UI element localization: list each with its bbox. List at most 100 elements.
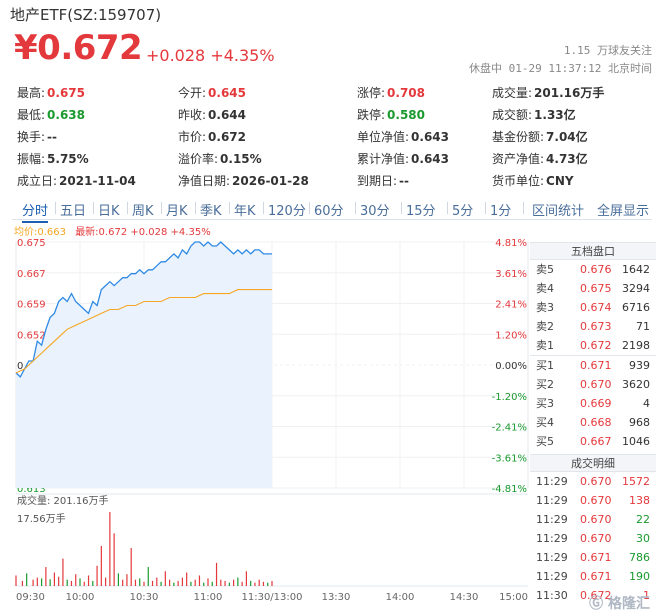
trade-row: 11:29 0.671 786 xyxy=(530,548,656,567)
volume-title: 成交量: 201.16万手 xyxy=(17,494,109,507)
avg-price-legend: 均价:0.663 xyxy=(14,227,66,238)
tab-separator xyxy=(195,202,196,214)
stat-label: 货币单位: xyxy=(492,174,545,188)
stat-label: 市价: xyxy=(178,130,207,144)
stat-label: 累计净值: xyxy=(357,152,410,166)
brand-name: 格隆汇 xyxy=(608,596,650,612)
stat-label: 跌停: xyxy=(357,108,386,122)
row-volume: 6716 xyxy=(622,301,650,314)
stat-label: 到期日: xyxy=(357,174,398,188)
stat-item: 累计净值: 0.643 xyxy=(357,150,449,167)
tab-4[interactable]: 月K xyxy=(166,204,188,219)
tab-separator xyxy=(93,202,94,214)
row-volume: 22 xyxy=(636,513,650,526)
stat-item: 换手: -- xyxy=(17,128,57,145)
row-volume: 1046 xyxy=(622,435,650,448)
change-percent: +4.35% xyxy=(210,46,275,65)
stat-label: 最低: xyxy=(17,108,46,122)
time-tick-label: 10:00 xyxy=(66,592,95,603)
trades-title: 成交明细 xyxy=(530,454,656,472)
ask-row: 卖4 0.675 3294 xyxy=(530,279,656,298)
stat-item: 今开: 0.645 xyxy=(178,84,246,101)
stat-item: 成交额: 1.33亿 xyxy=(492,106,576,123)
tab-0[interactable]: 分时 xyxy=(22,200,49,223)
bid-row: 买5 0.667 1046 xyxy=(530,432,656,451)
trade-row: 11:29 0.670 138 xyxy=(530,491,656,510)
tab-6[interactable]: 年K xyxy=(234,204,256,219)
percent-tick-label: -2.41% xyxy=(492,423,527,434)
time-tick-label: 14:30 xyxy=(450,592,479,603)
row-volume: 1 xyxy=(643,589,650,602)
tab-5[interactable]: 季K xyxy=(200,204,222,219)
row-volume: 3294 xyxy=(622,282,650,295)
tab-8[interactable]: 60分 xyxy=(314,204,344,219)
tab-11[interactable]: 5分 xyxy=(452,204,474,219)
bid-row: 买2 0.670 3620 xyxy=(530,375,656,394)
stat-label: 昨收: xyxy=(178,108,207,122)
stat-label: 成立日: xyxy=(17,174,58,188)
stat-value: CNY xyxy=(546,174,574,188)
avg-price-line xyxy=(15,289,272,374)
stat-value: 7.04亿 xyxy=(546,130,588,144)
chart-legend: 均价:0.663 最新:0.672 +0.028 +4.35% xyxy=(14,223,211,238)
row-price: 0.670 xyxy=(580,513,612,526)
tab-12[interactable]: 1分 xyxy=(490,204,512,219)
row-volume: 786 xyxy=(629,551,650,564)
tab-separator xyxy=(447,202,448,214)
stat-label: 净值日期: xyxy=(178,174,231,188)
row-volume: 190 xyxy=(629,570,650,583)
time-tick-label: 10:30 xyxy=(130,592,159,603)
security-title: 地产ETF(SZ:159707) xyxy=(10,6,162,24)
fullscreen-button[interactable]: 全屏显示 xyxy=(597,204,650,219)
row-label: 11:30 xyxy=(536,589,568,602)
percent-tick-label: 1.20% xyxy=(495,330,527,341)
percent-tick-label: 2.41% xyxy=(495,300,527,311)
stat-value: 0.672 xyxy=(208,130,247,144)
stat-value: 2026-01-28 xyxy=(232,174,309,188)
percent-tick-label: 3.61% xyxy=(495,269,527,280)
row-price: 0.676 xyxy=(580,263,612,276)
row-volume: 939 xyxy=(629,359,650,372)
row-volume: 1572 xyxy=(622,475,650,488)
tab-2[interactable]: 日K xyxy=(98,204,120,219)
tab-separator xyxy=(309,202,310,214)
stat-value: 0.15% xyxy=(220,152,262,166)
stat-item: 溢价率: 0.15% xyxy=(178,150,262,167)
percent-tick-label: -1.20% xyxy=(492,392,527,403)
row-label: 11:29 xyxy=(536,532,568,545)
stat-label: 溢价率: xyxy=(178,152,219,166)
latest-price-legend: 最新:0.672 +0.028 +4.35% xyxy=(75,227,211,238)
range-stats-button[interactable]: 区间统计 xyxy=(532,204,585,219)
tab-separator xyxy=(127,202,128,214)
trade-row: 11:29 0.670 1572 xyxy=(530,472,656,491)
row-volume: 71 xyxy=(636,320,650,333)
tab-10[interactable]: 15分 xyxy=(406,204,436,219)
watermark-logo: Ⓖ 格隆汇 xyxy=(589,593,650,613)
follower-count[interactable]: 1.15 万球友关注 xyxy=(563,44,652,57)
stat-value: 0.643 xyxy=(411,152,450,166)
tab-3[interactable]: 周K xyxy=(132,204,154,219)
price-tick-label: 0.675 xyxy=(17,238,46,249)
stat-value: 0.708 xyxy=(387,86,426,100)
tab-7[interactable]: 120分 xyxy=(268,204,306,219)
tab-separator xyxy=(161,202,162,214)
tab-1[interactable]: 五日 xyxy=(60,204,87,219)
trade-row: 11:29 0.670 30 xyxy=(530,529,656,548)
row-price: 0.670 xyxy=(580,378,612,391)
price-area-fill xyxy=(16,242,272,488)
trade-row: 11:29 0.670 22 xyxy=(530,510,656,529)
row-label: 买4 xyxy=(536,416,554,429)
stat-value: 0.645 xyxy=(208,86,247,100)
tab-separator xyxy=(355,202,356,214)
stat-item: 最低: 0.638 xyxy=(17,106,85,123)
time-tick-label: 11:00 xyxy=(194,592,223,603)
price-tick-label: 0.659 xyxy=(17,300,46,311)
stat-label: 成交量: xyxy=(492,86,533,100)
tab-9[interactable]: 30分 xyxy=(360,204,390,219)
row-price: 0.672 xyxy=(580,339,612,352)
stat-value: 1.33亿 xyxy=(534,108,576,122)
order-book-divider xyxy=(530,355,656,356)
price-tick-label: 0.652 xyxy=(17,330,46,341)
intraday-chart[interactable]: 0.675 4.81% 0.667 3.61% 0.659 2.41% 0.652 1.20%… xyxy=(0,236,530,615)
row-volume: 2198 xyxy=(622,339,650,352)
